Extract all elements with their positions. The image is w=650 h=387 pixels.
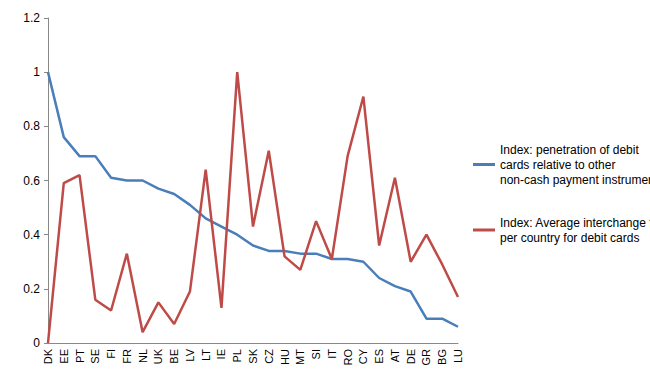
svg-text:0.6: 0.6	[23, 174, 40, 188]
svg-text:DK: DK	[42, 348, 54, 364]
svg-text:0.4: 0.4	[23, 228, 40, 242]
svg-text:IT: IT	[326, 349, 338, 359]
svg-text:DE: DE	[405, 349, 417, 364]
svg-text:LT: LT	[200, 349, 212, 361]
svg-text:0.8: 0.8	[23, 119, 40, 133]
svg-text:FI: FI	[105, 349, 117, 359]
svg-text:BE: BE	[168, 349, 180, 364]
svg-text:SI: SI	[310, 349, 322, 359]
svg-text:HU: HU	[279, 349, 291, 365]
svg-text:Index: penetration of debit: Index: penetration of debit	[500, 143, 639, 157]
svg-text:UK: UK	[152, 348, 164, 364]
svg-text:Index: Average interchange fee: Index: Average interchange fee	[500, 216, 650, 230]
svg-text:CY: CY	[357, 348, 369, 364]
svg-text:SE: SE	[89, 349, 101, 364]
svg-text:FR: FR	[121, 349, 133, 364]
svg-text:0.2: 0.2	[23, 282, 40, 296]
svg-text:1.2: 1.2	[23, 11, 40, 25]
svg-text:AT: AT	[389, 349, 401, 363]
svg-text:MT: MT	[294, 349, 306, 365]
svg-text:NL: NL	[137, 349, 149, 363]
svg-text:0: 0	[33, 336, 40, 350]
svg-text:LV: LV	[184, 348, 196, 361]
svg-text:EE: EE	[58, 349, 70, 364]
svg-text:BG: BG	[436, 349, 448, 365]
svg-text:RO: RO	[342, 349, 354, 366]
svg-text:GR: GR	[420, 349, 432, 366]
svg-text:SK: SK	[247, 348, 259, 363]
svg-text:CZ: CZ	[263, 349, 275, 364]
svg-text:cards relative to other: cards relative to other	[500, 158, 615, 172]
svg-text:non-cash payment instruments: non-cash payment instruments	[500, 173, 650, 187]
svg-text:PL: PL	[231, 349, 243, 362]
svg-text:per country for debit cards: per country for debit cards	[500, 231, 639, 245]
svg-text:PT: PT	[74, 349, 86, 363]
svg-text:ES: ES	[373, 349, 385, 364]
svg-text:LU: LU	[452, 349, 464, 363]
svg-text:1: 1	[33, 65, 40, 79]
svg-text:IE: IE	[215, 349, 227, 359]
